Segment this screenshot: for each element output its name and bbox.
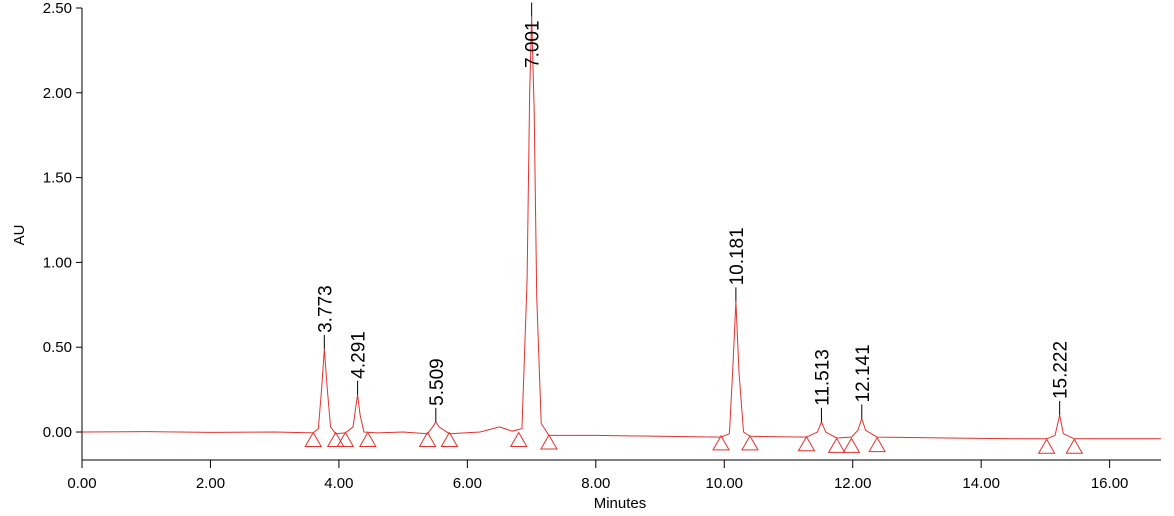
y-tick-label: 2.50: [43, 0, 72, 17]
baseline-marker: [1065, 438, 1084, 454]
x-tick-label: 8.00: [581, 475, 610, 492]
peak-label: 5.509: [427, 358, 448, 406]
x-tick-label: 12.00: [834, 475, 872, 492]
peak-label: 7.001: [523, 20, 544, 68]
baseline-marker: [336, 431, 355, 447]
x-tick-label: 0.00: [67, 475, 96, 492]
baseline-marker: [797, 435, 816, 452]
baseline-marker: [326, 431, 345, 447]
baseline-marker: [440, 431, 459, 447]
y-tick-label: 1.50: [43, 170, 72, 187]
x-tick-label: 14.00: [962, 475, 1000, 492]
baseline-marker: [540, 434, 558, 450]
x-tick-label: 16.00: [1091, 475, 1129, 492]
y-tick-label: 2.00: [43, 85, 72, 102]
peak-label: 11.513: [812, 349, 833, 406]
baseline-marker: [827, 437, 846, 453]
x-tick-label: 2.00: [196, 475, 225, 492]
trace: [81, 16, 1161, 440]
baseline-marker: [304, 431, 323, 447]
x-tick-label: 10.00: [705, 475, 743, 492]
baseline-marker: [712, 434, 730, 451]
peak-label: 3.773: [315, 285, 336, 333]
baseline-marker: [418, 431, 437, 447]
peak-label: 4.291: [349, 331, 370, 379]
baseline-marker: [868, 436, 886, 453]
y-tick-label: 1.00: [43, 254, 72, 271]
baseline-marker: [509, 431, 528, 447]
baseline-marker: [741, 434, 759, 451]
baseline-marker: [1037, 438, 1056, 454]
peak-label: 15.222: [1051, 341, 1072, 399]
x-tick-label: 6.00: [453, 475, 482, 492]
y-axis-label: AU: [11, 225, 28, 246]
y-tick-label: 0.00: [43, 424, 72, 441]
baseline-marker: [842, 437, 861, 453]
baseline-marker: [358, 431, 377, 447]
x-tick-label: 4.00: [324, 475, 353, 492]
x-axis-label: Minutes: [594, 495, 647, 512]
peak-label: 10.181: [727, 227, 748, 285]
y-tick-label: 0.50: [43, 339, 72, 356]
peak-label: 12.141: [853, 344, 874, 402]
